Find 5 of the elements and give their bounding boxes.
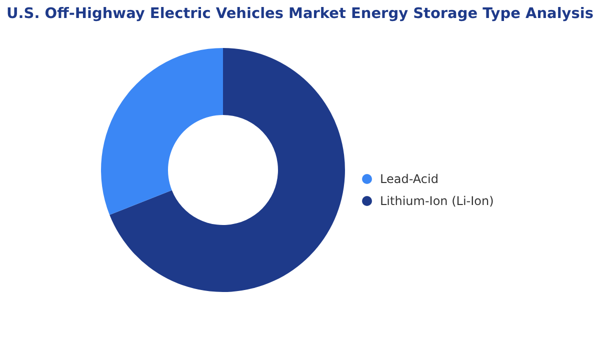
donut-slice: [101, 48, 223, 215]
donut-slice: [110, 48, 345, 292]
legend-label: Lithium-Ion (Li-Ion): [380, 194, 494, 208]
legend-label: Lead-Acid: [380, 172, 438, 186]
chart-title: U.S. Off-Highway Electric Vehicles Market Energy Storage Type Analysis: [6, 6, 594, 22]
